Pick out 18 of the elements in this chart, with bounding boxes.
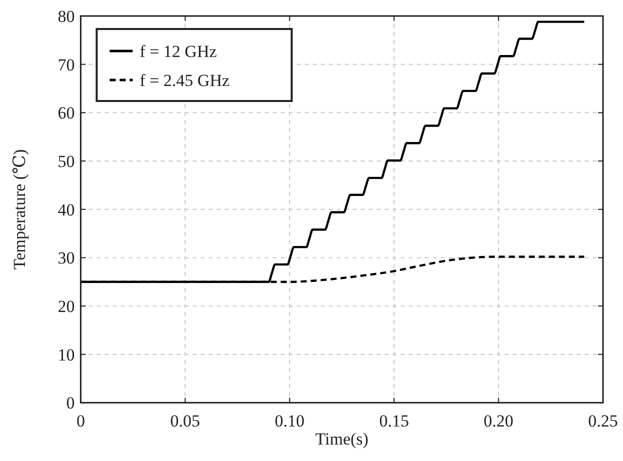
y-tick-label: 10 <box>58 345 75 364</box>
legend-label: f = 12 GHz <box>140 42 218 61</box>
y-tick-label: 60 <box>58 104 75 123</box>
y-axis-title: Temperature (℃) <box>10 149 29 270</box>
x-tick-label: 0.10 <box>274 412 304 431</box>
y-tick-label: 70 <box>58 55 75 74</box>
y-tick-label: 30 <box>58 248 75 268</box>
legend-label: f = 2.45 GHz <box>140 70 230 90</box>
x-tick-label: 0.20 <box>484 412 514 431</box>
x-tick-label: 0.25 <box>588 412 618 431</box>
y-tick-label: 40 <box>58 200 75 220</box>
y-tick-label: 20 <box>58 296 75 316</box>
x-axis-title: Time(s) <box>315 430 368 449</box>
y-tick-label: 80 <box>58 6 75 26</box>
y-tick-label: 50 <box>58 152 75 171</box>
x-tick-label: 0.05 <box>170 412 200 431</box>
y-tick-label: 0 <box>66 394 75 413</box>
x-tick-label: 0.15 <box>379 412 409 431</box>
